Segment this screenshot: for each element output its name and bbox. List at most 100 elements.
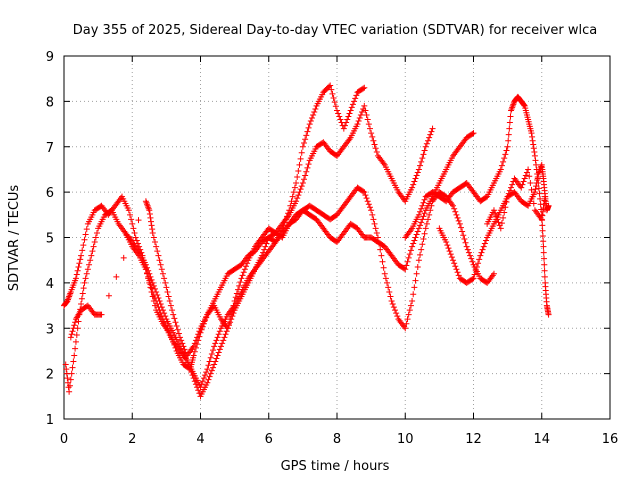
data-point xyxy=(149,279,156,286)
data-point xyxy=(536,190,543,197)
data-point xyxy=(402,266,409,273)
data-point xyxy=(304,128,311,135)
data-point xyxy=(179,340,186,347)
data-point xyxy=(410,240,417,247)
data-point xyxy=(407,302,414,309)
data-point xyxy=(195,331,202,338)
data-point xyxy=(72,338,79,345)
data-point xyxy=(469,130,476,137)
x-tick-label: 14 xyxy=(533,432,550,447)
data-point xyxy=(73,332,80,339)
data-point xyxy=(361,84,368,91)
data-point xyxy=(505,190,512,197)
data-point xyxy=(417,222,424,229)
data-point xyxy=(415,166,422,173)
data-point xyxy=(293,198,300,205)
data-point xyxy=(357,111,364,118)
data-point xyxy=(456,220,463,227)
data-point xyxy=(541,261,548,268)
data-point xyxy=(527,180,534,187)
data-point xyxy=(478,249,485,256)
data-point xyxy=(147,214,154,221)
data-point xyxy=(204,366,211,373)
data-point xyxy=(211,361,218,368)
data-point xyxy=(293,180,300,187)
data-point xyxy=(82,275,89,282)
data-point xyxy=(148,218,155,225)
data-point xyxy=(205,362,212,369)
data-point xyxy=(150,234,157,241)
data-point xyxy=(417,251,424,258)
data-point xyxy=(197,384,204,391)
data-point xyxy=(262,243,269,250)
data-point xyxy=(451,205,458,212)
data-point xyxy=(530,141,537,148)
data-point xyxy=(79,247,86,254)
data-point xyxy=(149,226,156,233)
data-point xyxy=(353,92,360,99)
data-point xyxy=(412,277,419,284)
data-point xyxy=(539,227,546,234)
data-point xyxy=(417,208,424,215)
data-point xyxy=(428,128,435,135)
data-point xyxy=(80,242,87,249)
data-point xyxy=(428,202,435,209)
x-tick-label: 2 xyxy=(128,432,136,447)
data-point xyxy=(479,246,486,253)
data-point xyxy=(356,115,363,122)
data-point xyxy=(69,328,76,335)
data-point xyxy=(394,313,401,320)
data-point xyxy=(148,276,155,283)
data-point xyxy=(354,121,361,128)
data-point xyxy=(495,219,502,226)
y-tick-label: 3 xyxy=(46,322,54,337)
data-point xyxy=(192,337,199,344)
data-point xyxy=(379,258,386,265)
data-point xyxy=(401,265,408,272)
y-tick-label: 8 xyxy=(46,95,54,110)
data-point xyxy=(92,234,99,241)
data-point xyxy=(481,240,488,247)
data-point xyxy=(409,243,416,250)
data-point xyxy=(71,322,78,329)
data-point xyxy=(156,257,163,264)
data-point xyxy=(133,237,140,244)
data-point xyxy=(528,186,535,193)
data-point xyxy=(162,279,169,286)
data-point xyxy=(212,358,219,365)
data-point xyxy=(369,133,376,140)
data-point xyxy=(360,188,367,195)
data-point xyxy=(212,340,219,347)
data-point xyxy=(202,372,209,379)
data-point xyxy=(161,310,168,317)
data-point xyxy=(457,224,464,231)
x-tick-label: 0 xyxy=(60,432,68,447)
data-point xyxy=(216,328,223,335)
data-point xyxy=(492,210,499,217)
data-point xyxy=(76,260,83,267)
data-point xyxy=(382,275,389,282)
data-point xyxy=(462,239,469,246)
data-point xyxy=(308,115,315,122)
data-point xyxy=(443,239,450,246)
data-point xyxy=(330,94,337,101)
data-point xyxy=(164,288,171,295)
data-point xyxy=(538,216,545,223)
data-point xyxy=(420,213,427,220)
data-point xyxy=(210,364,217,371)
data-point xyxy=(178,337,185,344)
data-point xyxy=(302,172,309,179)
data-point xyxy=(298,149,305,156)
data-point xyxy=(508,184,515,191)
data-point xyxy=(421,147,428,154)
data-point xyxy=(422,225,429,232)
data-point xyxy=(470,130,477,137)
data-point xyxy=(65,384,72,391)
data-point xyxy=(98,311,105,318)
data-series xyxy=(402,93,552,318)
data-point xyxy=(403,262,410,269)
data-point xyxy=(347,107,354,114)
data-point xyxy=(349,101,356,108)
data-point xyxy=(506,119,513,126)
